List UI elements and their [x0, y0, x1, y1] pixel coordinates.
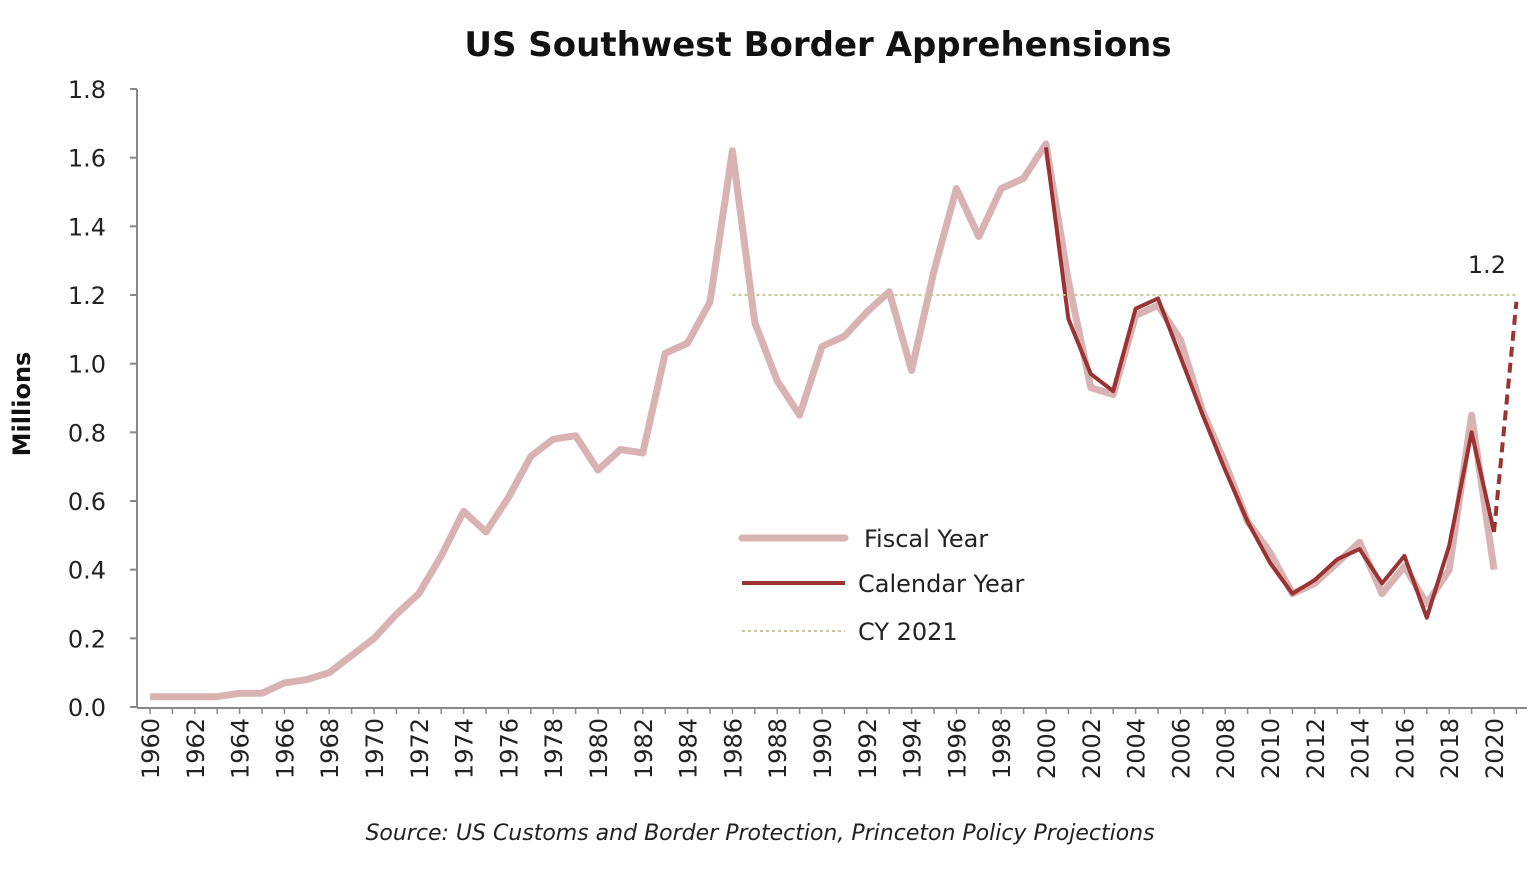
x-tick-label: 1974	[451, 718, 479, 779]
x-tick-label: 1962	[182, 718, 210, 779]
y-tick-label: 1.4	[68, 213, 106, 241]
series-line-calendar-year-projection	[1492, 301, 1519, 533]
y-tick-label: 1.2	[68, 282, 106, 310]
x-tick-label: 1968	[316, 718, 344, 779]
y-ticks: 0.0 0.2 0.4 0.6 0.8 1.0 1.2 1.4 1.6 1.8	[68, 76, 137, 722]
x-tick-label: 1978	[540, 718, 568, 779]
x-tick-label: 2012	[1302, 718, 1330, 779]
legend-label-fiscal: Fiscal Year	[864, 525, 988, 553]
y-tick-label: 0.6	[68, 488, 106, 516]
x-tick-label: 1960	[137, 718, 165, 779]
x-tick-label: 2016	[1391, 718, 1419, 779]
x-tick-label: 2010	[1257, 718, 1285, 779]
y-tick-label: 1.8	[68, 76, 106, 104]
x-tick-label: 1970	[361, 718, 389, 779]
x-tick-label: 1990	[809, 718, 837, 779]
y-tick-label: 1.0	[68, 351, 106, 379]
x-tick-label: 2000	[1033, 718, 1061, 779]
x-tick-label: 1994	[899, 718, 927, 779]
x-tick-label: 2006	[1167, 718, 1195, 779]
x-tick-label: 1992	[854, 718, 882, 779]
y-axis-label: Millions	[8, 352, 36, 457]
series-line-fiscal-year	[150, 140, 1498, 701]
x-tick-label: 2020	[1481, 718, 1509, 779]
projection-annotation: 1.2	[1468, 251, 1506, 279]
x-tick-label: 2014	[1347, 718, 1375, 779]
x-tick-label: 2004	[1123, 718, 1151, 779]
x-tick-label: 2002	[1078, 718, 1106, 779]
y-tick-label: 0.8	[68, 419, 106, 447]
legend: Fiscal Year Calendar Year CY 2021	[738, 525, 1024, 646]
x-tick-label: 1988	[764, 718, 792, 779]
x-tick-label: 1982	[630, 718, 658, 779]
x-tick-label: 1972	[406, 718, 434, 779]
x-tick-label: 2008	[1212, 718, 1240, 779]
y-tick-label: 1.6	[68, 145, 106, 173]
x-tick-label: 1964	[227, 718, 255, 779]
x-tick-label: 1986	[719, 718, 747, 779]
x-ticks: 1960 1962 1964 1966 1968 1970 1972 1974 1976 1978…	[137, 708, 1518, 779]
x-tick-label: 1980	[585, 718, 613, 779]
x-tick-label: 1998	[988, 718, 1016, 779]
y-tick-label: 0.0	[68, 694, 106, 722]
x-tick-label: 1976	[495, 718, 523, 779]
y-tick-label: 0.4	[68, 557, 106, 585]
chart-title: US Southwest Border Apprehensions	[464, 25, 1171, 65]
x-tick-label: 1996	[943, 718, 971, 779]
series-group	[150, 140, 1519, 701]
x-tick-label: 2018	[1436, 718, 1464, 779]
y-tick-label: 0.2	[68, 625, 106, 653]
legend-label-cy2021: CY 2021	[858, 618, 958, 646]
x-tick-label: 1966	[271, 718, 299, 779]
legend-label-calendar: Calendar Year	[858, 570, 1024, 598]
x-tick-label: 1984	[675, 718, 703, 779]
series-line-calendar-year	[1044, 147, 1496, 620]
source-note: Source: US Customs and Border Protection…	[365, 821, 1154, 846]
